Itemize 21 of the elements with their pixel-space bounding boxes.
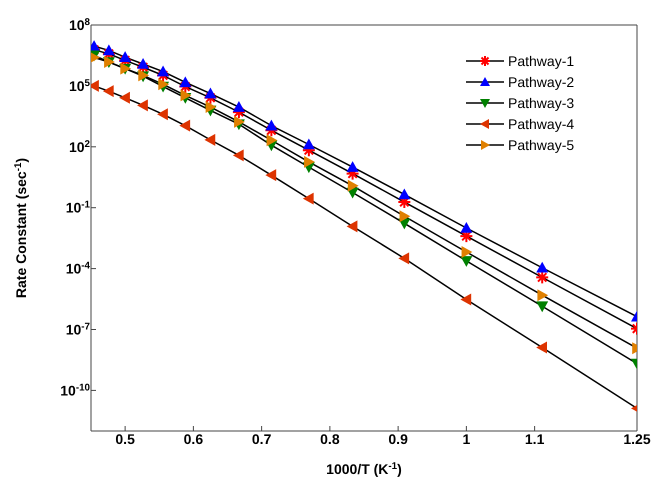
y-tick-label: 10$^{5}$ [68, 77, 91, 94]
legend-label: Pathway-2 [508, 74, 574, 90]
y-tick-label: 10$^{8}$ [68, 16, 91, 33]
legend-label: Pathway-1 [508, 53, 574, 69]
y-tick-label: 10$^{2}$ [68, 138, 91, 155]
y-tick-label: 10$^{-7}$ [66, 321, 91, 338]
legend-label: Pathway-5 [508, 137, 574, 153]
x-tick-label: 0.8 [320, 431, 340, 447]
x-tick-label: 1.1 [524, 431, 545, 447]
legend-label: Pathway-3 [508, 95, 574, 111]
x-tick-label: 0.6 [184, 431, 204, 447]
y-tick-label: 10$^{-4}$ [66, 260, 91, 277]
legend-label: Pathway-4 [508, 116, 574, 132]
x-tick-label: 0.5 [115, 431, 136, 447]
x-axis-title: 1000/T (K$^{-1}$) [326, 460, 402, 477]
x-tick-label: 0.7 [252, 431, 272, 447]
y-tick-label: 10$^{-1}$ [66, 199, 91, 216]
y-tick-label: 10$^{-10}$ [60, 382, 91, 398]
x-tick-label: 1 [462, 431, 470, 447]
x-tick-label: 1.25 [623, 431, 651, 447]
x-tick-label: 0.9 [388, 431, 408, 447]
